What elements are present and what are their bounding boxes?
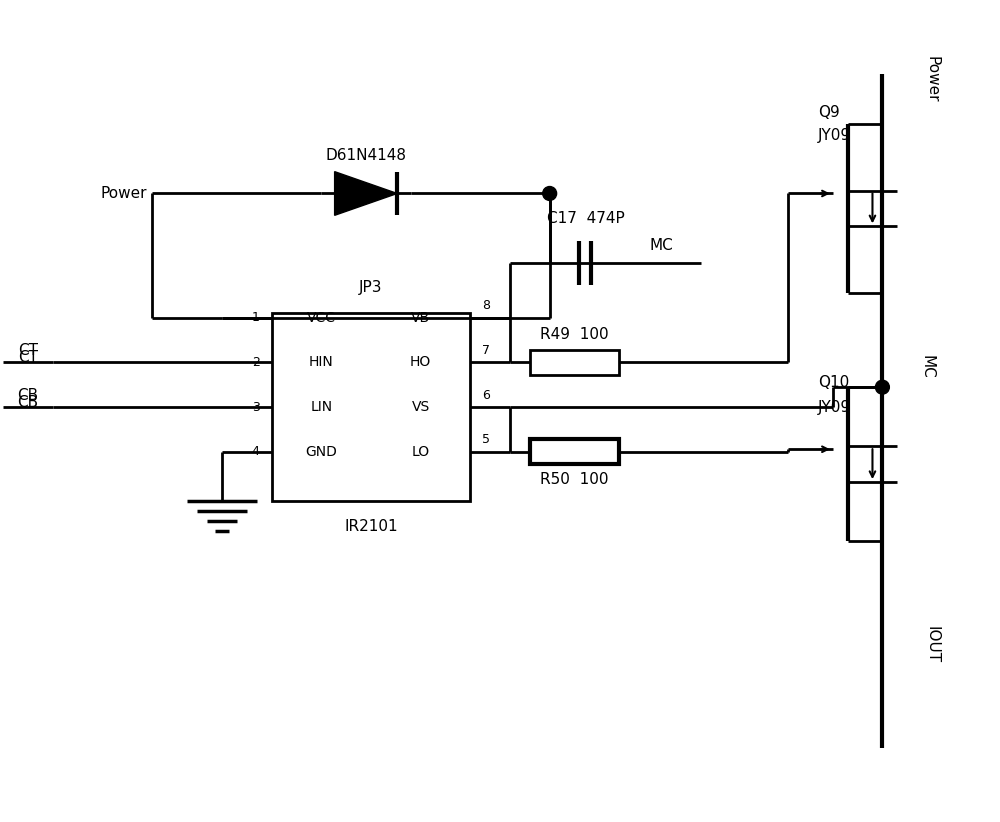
Bar [530, 439, 619, 464]
Text: JP3: JP3 [359, 279, 383, 295]
Text: HIN: HIN [309, 355, 334, 369]
Bar [530, 350, 619, 375]
Text: GND: GND [305, 445, 337, 459]
Text: 3: 3 [252, 400, 260, 413]
Text: VS: VS [411, 400, 430, 414]
Text: IOUT: IOUT [925, 626, 940, 663]
Text: R50  100: R50 100 [540, 472, 609, 487]
Text: JY09: JY09 [818, 128, 851, 143]
Text: CT: CT [18, 344, 38, 358]
Text: IR2101: IR2101 [344, 520, 398, 534]
Text: Power: Power [925, 56, 940, 103]
Text: Q9: Q9 [818, 104, 840, 119]
Polygon shape [335, 172, 397, 215]
Bar [272, 312, 470, 501]
Text: Q10: Q10 [818, 375, 849, 390]
Text: Power: Power [101, 186, 147, 201]
Circle shape [543, 187, 557, 201]
Text: LO: LO [411, 445, 430, 459]
Text: 2: 2 [252, 356, 260, 369]
Text: JY09: JY09 [818, 399, 851, 414]
Text: CB: CB [17, 388, 38, 403]
Text: CB: CB [17, 395, 38, 409]
Text: LIN: LIN [310, 400, 332, 414]
Text: MC: MC [649, 238, 673, 252]
Text: HO: HO [410, 355, 431, 369]
Text: C17  474P: C17 474P [547, 210, 624, 226]
Text: R49  100: R49 100 [540, 327, 609, 342]
Text: 6: 6 [482, 389, 490, 402]
Text: 7: 7 [482, 344, 490, 357]
Text: VCC: VCC [307, 311, 336, 325]
Text: MC: MC [920, 355, 935, 379]
Text: 1: 1 [252, 312, 260, 324]
Text: 5: 5 [482, 433, 490, 446]
Text: D61N4148: D61N4148 [325, 148, 406, 164]
Text: CT: CT [18, 350, 38, 365]
Text: 8: 8 [482, 299, 490, 312]
Circle shape [875, 381, 889, 394]
Text: 4: 4 [252, 446, 260, 458]
Text: VB: VB [411, 311, 430, 325]
